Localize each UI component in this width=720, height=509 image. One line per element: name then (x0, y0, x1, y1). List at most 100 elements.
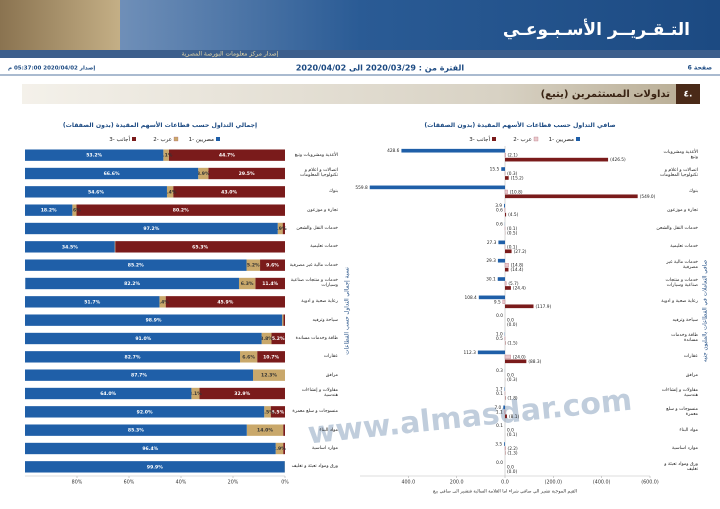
bar-segment (25, 332, 262, 345)
x-tick-label: (600.0) (641, 480, 659, 486)
value-label: 0.0 (507, 428, 514, 434)
value-label: (1.3) (507, 450, 518, 456)
y-axis-title: صافي التعاملات في القطاعات بالمليون جنيه (703, 260, 709, 362)
x-tick-label: 0.0 (501, 480, 509, 486)
bar-segment (25, 241, 115, 253)
value-label: 9.5 (494, 299, 501, 305)
value-label: 5.2% (272, 336, 285, 342)
category-label: مقاولات و إنشاءات هندسية (301, 388, 338, 399)
bar (501, 167, 505, 171)
value-label: 0.1 (496, 391, 503, 397)
category-label: مواد البناء (319, 427, 338, 433)
bar-segment (253, 369, 285, 381)
bar-segment (191, 387, 200, 400)
bar (504, 281, 507, 286)
bar (504, 446, 506, 451)
category-label: مواد البناء (679, 427, 698, 433)
value-label: 44.7% (219, 153, 235, 159)
bar (505, 304, 534, 309)
value-label: 559.8 (355, 185, 368, 191)
section-number-box (676, 84, 700, 104)
bar (505, 194, 638, 199)
legend-label: مصريين -1 (189, 137, 214, 143)
value-label: (0.5) (507, 230, 518, 236)
bar-segment (166, 186, 174, 198)
value-label: 1.1 (496, 409, 503, 415)
x-tick-label: 60% (124, 480, 135, 486)
bar-segment (159, 296, 166, 308)
bar-segment (115, 241, 285, 253)
report-title: التـقـريــر الأسـبـوعـي (503, 19, 690, 40)
report-subtitle: إصدار مركز معلومات البورصة المصرية (182, 51, 279, 58)
bar (504, 203, 505, 208)
x-tick-label: 400.0 (401, 480, 415, 486)
category-label: الأغذية ومشروبات وتبغ (663, 150, 698, 161)
bar (504, 354, 511, 359)
value-label: 98.9% (146, 318, 162, 324)
value-label: (14.8) (511, 263, 524, 269)
value-label: 92.0% (137, 409, 153, 415)
bar-segment (25, 204, 73, 216)
value-label: (10.8) (510, 189, 523, 195)
value-label: (1.5) (507, 340, 518, 346)
x-tick-label: 40% (176, 480, 187, 486)
bar (504, 153, 506, 158)
bar-segment (25, 442, 276, 455)
bar-segment (25, 387, 192, 400)
value-label: 5.5% (271, 409, 284, 415)
x-tick-label: 0% (281, 480, 289, 486)
chart-title: صافي التداول حسب قطاعات الأسهم المقيدة (… (424, 121, 615, 129)
bar-segment (198, 167, 209, 180)
value-label: 91.0% (135, 336, 151, 342)
value-label: (0.3) (507, 171, 518, 177)
bar (369, 185, 505, 190)
bar-segment (25, 314, 283, 326)
bar-segment (255, 277, 285, 290)
bar (504, 263, 509, 268)
category-label: عقارات (683, 354, 698, 360)
bar (504, 189, 508, 194)
bar-segment (246, 424, 284, 436)
value-label: 0.5 (496, 336, 503, 342)
value-label: 108.4 (464, 295, 477, 301)
category-label: خدمات تعليمية (310, 244, 338, 250)
x-tick-label: (200.0) (545, 480, 563, 486)
bar-segment (283, 314, 285, 326)
bar (503, 405, 505, 410)
category-label: خدمات و منتجات صناعية وسيارات (290, 278, 338, 289)
category-label: موارد اساسية (671, 445, 698, 451)
footnote: القيم الموجبة تشير الي صافي شراء اما الع… (433, 490, 577, 495)
category-label: منسوجات و سلع معمرة (292, 409, 338, 415)
value-label: (15.2) (511, 175, 524, 181)
value-label: 0.0 (507, 318, 514, 324)
value-label: (0.0) (507, 322, 518, 328)
value-label: 65.3% (192, 244, 208, 250)
category-label: سياحة وترفيه (312, 317, 338, 323)
value-label: (24.4) (513, 285, 526, 291)
legend-label: أجانب -3 (469, 135, 490, 143)
page-number: صفحة 6 (688, 65, 713, 72)
value-label: 51.7% (84, 299, 100, 305)
value-label: (88.3) (528, 359, 541, 365)
value-label: (27.2) (514, 249, 527, 255)
value-label: 1.0 (496, 332, 503, 338)
bar-segment (25, 369, 254, 381)
value-label: 0.1 (496, 423, 503, 429)
bar-segment (25, 424, 247, 436)
category-label: مرافق (325, 372, 338, 378)
bar-segment (246, 259, 261, 271)
value-label: 3.5 (495, 442, 502, 448)
bar-segment (277, 222, 283, 235)
value-label: (2.2) (508, 446, 519, 452)
value-label: (14.4) (510, 267, 523, 273)
value-label: 43.0% (221, 189, 237, 195)
legend-label: أجانب -3 (109, 135, 130, 143)
category-label: رعاية صحية و ادوية (301, 299, 338, 305)
bar-segment (260, 259, 285, 271)
x-tick-label: 80% (72, 480, 83, 486)
bar-segment (261, 332, 272, 345)
section-title: تداولات المستثمرين (يتبع) (541, 89, 671, 100)
bar-segment (238, 277, 256, 290)
bar-segment (163, 149, 169, 161)
